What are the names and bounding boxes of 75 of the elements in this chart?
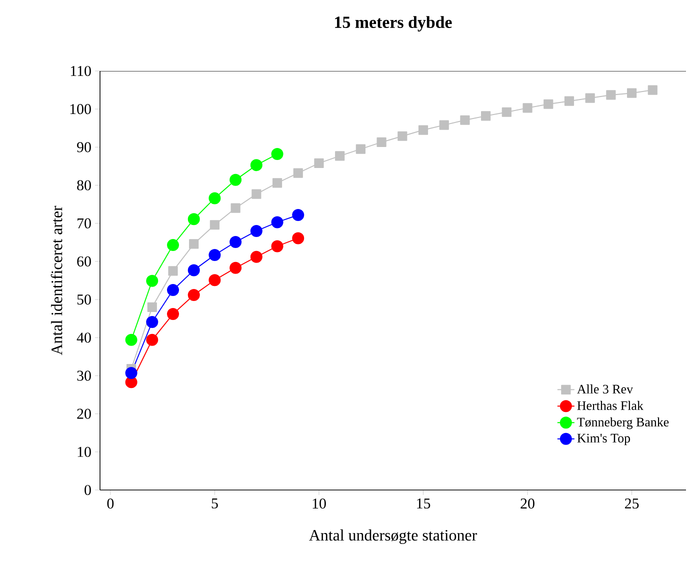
point [418, 125, 428, 135]
point [626, 88, 637, 98]
point [125, 367, 138, 380]
point [189, 239, 199, 249]
point [481, 111, 491, 121]
point [293, 168, 303, 178]
x-tick-label: 10 [312, 498, 326, 509]
y-tick-label: 20 [77, 408, 91, 419]
point [252, 189, 262, 199]
point [188, 288, 200, 301]
y-tick-label: 100 [70, 104, 91, 114]
point [544, 99, 554, 109]
x-axis-title: Antal undersøgte stationer [309, 529, 477, 544]
y-tick-label: 0 [84, 484, 91, 496]
y-tick-label: 30 [77, 370, 91, 381]
point [439, 120, 449, 130]
point [146, 316, 158, 328]
y-tick-label: 50 [77, 294, 91, 305]
point [230, 174, 242, 186]
point [230, 262, 242, 274]
point [271, 240, 284, 252]
x-tick-label: 15 [417, 498, 430, 509]
point [585, 93, 595, 103]
point [167, 284, 179, 296]
point [230, 236, 242, 248]
point [648, 85, 658, 95]
point [167, 308, 179, 320]
y-tick-label: 10 [78, 446, 91, 457]
x-tick-label: 25 [624, 498, 639, 509]
point [522, 103, 532, 113]
point [292, 232, 304, 244]
x-tick-label: 5 [212, 498, 218, 508]
y-axis-title: Antal identificeret arter [50, 206, 62, 356]
point [188, 213, 200, 226]
point [146, 274, 158, 287]
point [146, 334, 158, 346]
point [314, 158, 324, 168]
point [356, 144, 366, 154]
point [271, 216, 284, 228]
point [398, 131, 408, 141]
point [272, 178, 282, 188]
point [147, 302, 157, 312]
legend-label: Herthas Flak [577, 400, 644, 410]
point [230, 203, 240, 213]
point [606, 90, 616, 100]
y-tick-label: 70 [78, 218, 91, 228]
chart-title: 15 meters dybde [335, 16, 452, 32]
point [564, 96, 574, 106]
point [210, 220, 220, 230]
point [167, 239, 179, 252]
point [208, 192, 221, 204]
x-tick-label: 20 [520, 498, 534, 509]
point [460, 115, 470, 125]
point [208, 274, 221, 286]
y-tick-label: 110 [70, 66, 91, 76]
y-tick-label: 90 [77, 142, 91, 152]
point [250, 224, 262, 237]
point [502, 107, 512, 117]
point [335, 151, 345, 161]
x-tick-label: 0 [107, 498, 114, 509]
legend-label: Kim's Top [577, 434, 630, 446]
legend-label: Tønneberg Banke [577, 417, 669, 430]
point [376, 137, 386, 148]
point [271, 148, 284, 160]
point [250, 159, 262, 172]
y-tick-label: 60 [77, 256, 91, 266]
point [188, 264, 200, 276]
point [125, 334, 138, 346]
point [168, 266, 178, 276]
point [250, 250, 262, 263]
y-tick-label: 80 [77, 180, 91, 190]
y-tick-label: 40 [76, 332, 91, 343]
legend-label: Alle 3 Rev [577, 384, 634, 394]
point [292, 208, 304, 221]
point [208, 248, 221, 261]
